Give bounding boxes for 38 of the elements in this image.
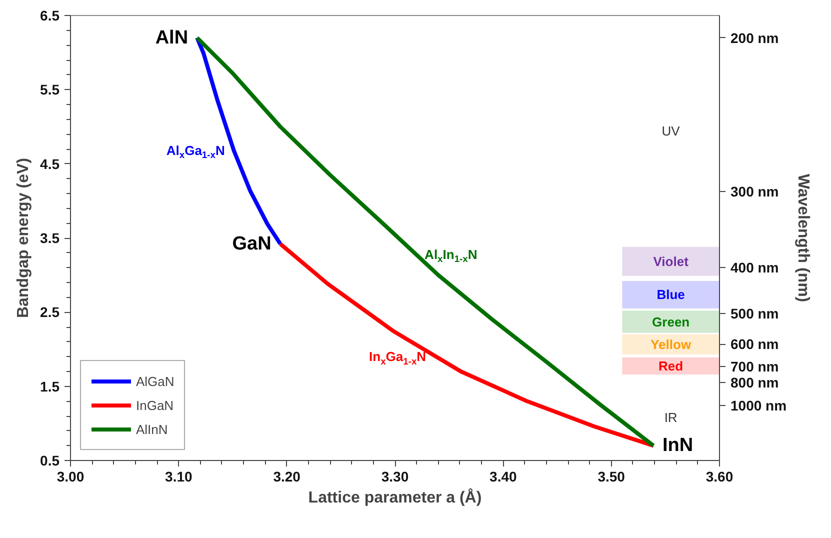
legend-label: AlInN xyxy=(136,422,168,436)
band-label: Red xyxy=(658,358,684,374)
ref-line-label: 700 nm xyxy=(730,358,779,374)
y-tick-label: 6.5 xyxy=(40,8,60,24)
x-tick-label: 3.60 xyxy=(706,468,734,484)
x-tick-label: 3.40 xyxy=(490,468,518,484)
band-label: Blue xyxy=(656,287,685,302)
annotation: UV xyxy=(662,124,680,139)
x-tick-label: 3.20 xyxy=(273,468,301,484)
y-tick-label: 0.5 xyxy=(40,452,60,468)
x-tick-label: 3.50 xyxy=(598,468,626,484)
ref-line-label: 400 nm xyxy=(730,260,779,276)
y2-axis-title: Wavelength (nm) xyxy=(794,174,812,302)
legend-label: InGaN xyxy=(136,398,174,412)
ref-line-label: 500 nm xyxy=(730,306,779,322)
y-tick-label: 5.5 xyxy=(40,82,60,98)
y-tick-label: 3.5 xyxy=(40,230,60,246)
ref-line-label: 800 nm xyxy=(730,374,779,391)
x-tick-label: 3.00 xyxy=(56,468,84,484)
x-tick-label: 3.30 xyxy=(381,468,409,484)
legend-label: AlGaN xyxy=(136,374,174,388)
y-tick-label: 1.5 xyxy=(40,378,60,394)
x-axis-title: Lattice parameter a (Å) xyxy=(308,488,482,506)
annotation: IR xyxy=(664,410,678,425)
ref-line-label: 1000 nm xyxy=(730,398,787,414)
ref-line-label: 300 nm xyxy=(730,183,779,200)
ref-line-label: 600 nm xyxy=(730,336,779,352)
annotation: AlN xyxy=(155,27,188,48)
band-label: Yellow xyxy=(650,336,692,352)
annotation: InN xyxy=(662,435,694,456)
band-label: Violet xyxy=(653,254,690,269)
annotation: GaN xyxy=(232,233,272,254)
y-tick-label: 2.5 xyxy=(40,304,60,320)
band-label: Green xyxy=(652,314,690,330)
y-axis-title: Bandgap energy (eV) xyxy=(15,158,32,318)
x-tick-label: 3.10 xyxy=(165,468,193,484)
ref-line-label: 200 nm xyxy=(730,30,779,46)
y-tick-label: 4.5 xyxy=(40,156,60,172)
